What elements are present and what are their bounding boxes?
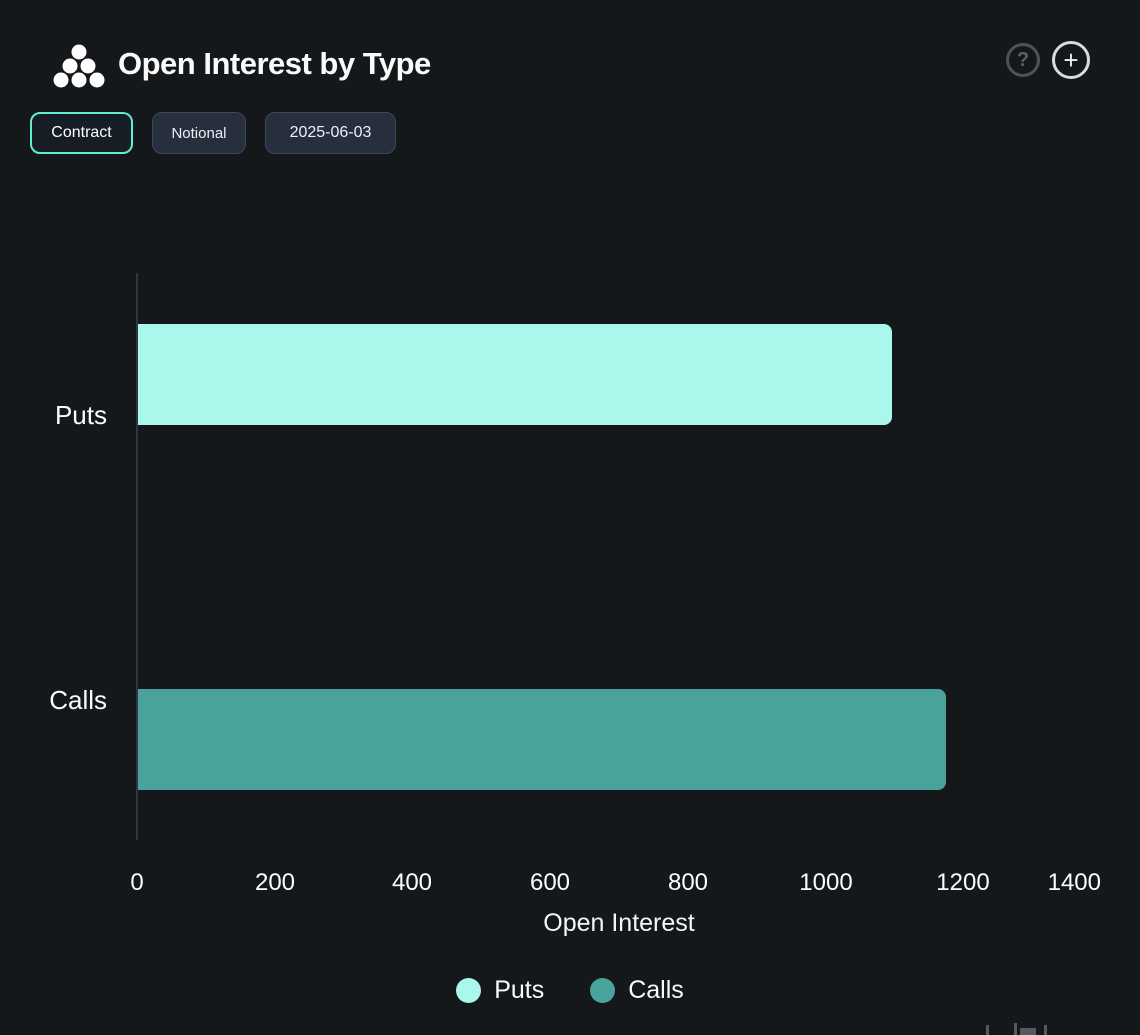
expiry-date-label: 2025-06-03 — [289, 124, 372, 141]
x-tick-label: 600 — [529, 869, 571, 896]
x-tick-label: 1400 — [1047, 869, 1101, 896]
legend-label: Calls — [628, 976, 684, 1004]
x-tick-label: 400 — [391, 869, 433, 896]
x-tick-label: 1000 — [799, 869, 853, 896]
y-category-label-puts: Puts — [54, 400, 107, 430]
add-icon[interactable]: + — [1052, 41, 1090, 79]
page-title: Open Interest by Type — [118, 46, 431, 81]
legend-item-puts[interactable]: Puts — [456, 976, 544, 1005]
notional-toggle-button[interactable]: Notional — [152, 112, 246, 154]
help-icon[interactable]: ? — [1006, 43, 1040, 77]
expiry-date-button[interactable]: 2025-06-03 — [265, 112, 396, 154]
x-tick-label: 200 — [254, 869, 296, 896]
chart-legend: Puts Calls — [0, 976, 1140, 1005]
legend-dot-calls — [590, 978, 616, 1003]
legend-label: Puts — [494, 976, 545, 1004]
x-axis-title: Open Interest — [543, 909, 695, 937]
calls-bar[interactable] — [138, 689, 946, 790]
x-tick-label: 800 — [667, 869, 709, 896]
y-category-label-calls: Calls — [49, 685, 107, 715]
add-icon-glyph: + — [1063, 45, 1079, 75]
clipped-watermark — [984, 1023, 1054, 1035]
help-icon-glyph: ? — [1016, 48, 1030, 71]
x-tick-label: 0 — [130, 869, 144, 896]
contract-toggle-button[interactable]: Contract — [30, 112, 133, 154]
notional-toggle-label: Notional — [171, 124, 227, 142]
puts-bar[interactable] — [138, 324, 892, 425]
legend-item-calls[interactable]: Calls — [590, 976, 684, 1005]
contract-toggle-label: Contract — [51, 124, 112, 141]
amberdata-dots-logo — [53, 44, 105, 88]
x-tick-label: 1200 — [936, 869, 990, 896]
y-axis-line — [136, 273, 138, 840]
legend-dot-puts — [456, 978, 482, 1003]
